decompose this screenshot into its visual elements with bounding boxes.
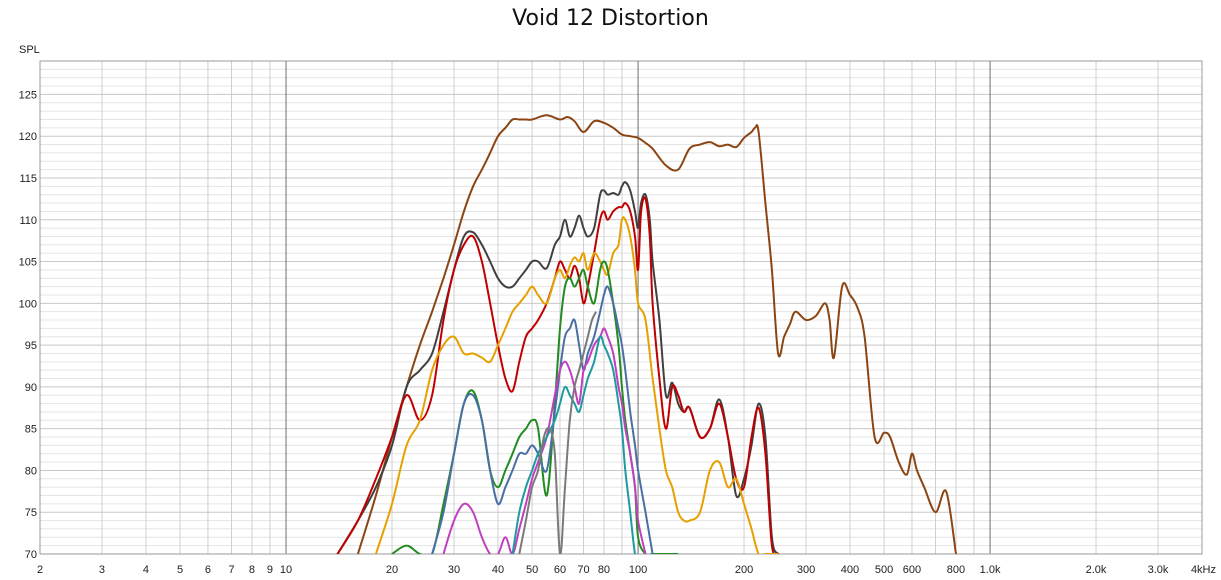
x-tick-label: 4 [143,564,149,576]
y-tick-labels: 70 75 80 85 90 95 100 105 110 115 120 125 [19,89,37,561]
x-tick-label: 9 [267,564,273,576]
x-tick-labels: 2 3 4 5 6 7 8 9 10 20 30 40 50 60 70 80 100 200 300 400 500 6… [37,564,1216,576]
y-tick-label: 120 [19,131,37,143]
y-tick-label: 90 [25,382,37,394]
x-tick-label: 80 [598,564,610,576]
x-tick-label: 5 [177,564,183,576]
x-tick-label: 2.0k [1086,564,1107,576]
x-tick-label: 20 [386,564,398,576]
series-line-9 [518,311,597,554]
x-tick-label: 3.0k [1148,564,1169,576]
series-line-4 [374,216,779,554]
x-tick-label: 8 [249,564,255,576]
series-line-3 [336,196,780,554]
y-tick-label: 95 [25,340,37,352]
y-tick-label: 105 [19,257,37,269]
x-tick-label: 50 [526,564,538,576]
y-tick-label: 115 [19,173,37,185]
x-tick-label: 60 [554,564,566,576]
x-tick-label: 70 [577,564,589,576]
x-tick-label: 500 [875,564,893,576]
x-tick-label: 100 [629,564,647,576]
x-tick-label: 200 [735,564,753,576]
x-tick-label: 4kHz [1191,564,1216,576]
x-tick-label: 7 [228,564,234,576]
x-tick-label: 6 [205,564,211,576]
x-tick-label: 40 [492,564,504,576]
y-tick-label: 85 [25,424,37,436]
series-layer [336,114,957,554]
x-tick-label: 600 [903,564,921,576]
x-tick-label: 2 [37,564,43,576]
minor-grid [40,61,1202,554]
chart-title: Void 12 Distortion [512,6,709,31]
x-tick-label: 300 [797,564,815,576]
series-line-8 [511,335,640,554]
x-tick-label: 800 [947,564,965,576]
plot-frame [39,60,1203,555]
x-tick-label: 400 [841,564,859,576]
y-tick-label: 80 [25,465,37,477]
y-tick-label: 75 [25,507,37,519]
x-tick-label: 10 [280,564,292,576]
x-tick-label: 30 [448,564,460,576]
y-tick-label: 125 [19,89,37,101]
x-tick-label: 3 [99,564,105,576]
series-line-1 [356,114,957,554]
series-line-6 [431,285,654,554]
y-axis-label: SPL [19,44,40,56]
y-tick-label: 70 [25,549,37,561]
y-tick-label: 110 [19,215,37,227]
series-line-7 [442,327,647,554]
x-tick-label: 1.0k [980,564,1001,576]
y-tick-label: 100 [19,298,37,310]
